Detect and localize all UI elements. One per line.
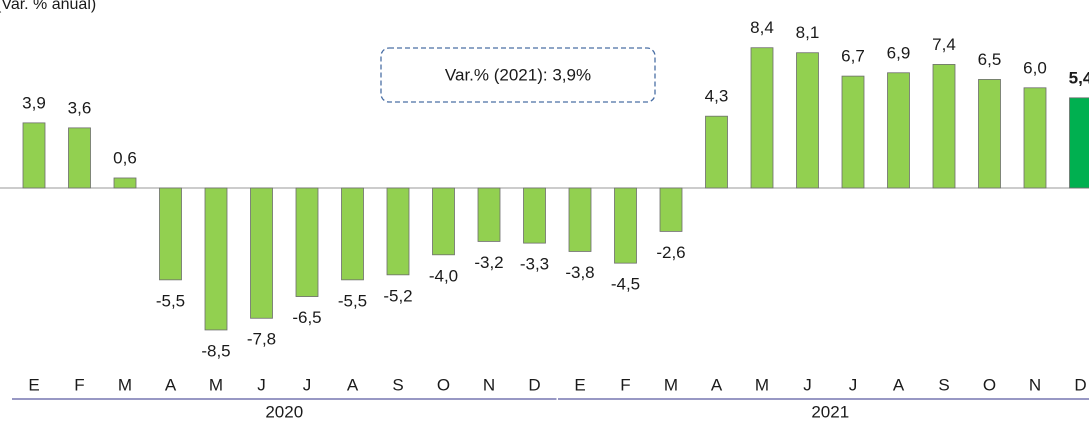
x-tick-label: M	[664, 375, 678, 394]
x-tick-label: A	[711, 375, 723, 394]
value-label: -4,5	[611, 275, 640, 294]
bar	[659, 187, 683, 232]
bar	[932, 64, 956, 189]
bar	[614, 187, 637, 264]
bar	[1023, 87, 1047, 189]
x-tick-label: A	[893, 375, 905, 394]
value-label: -5,5	[338, 291, 367, 310]
bar	[750, 47, 774, 189]
bar	[341, 187, 364, 281]
bar	[22, 122, 46, 189]
bar	[204, 187, 228, 331]
x-tick-label: S	[392, 375, 403, 394]
annotation: Var.% (2021): 3,9%	[445, 65, 591, 84]
x-tick-label: M	[209, 375, 223, 394]
bar	[1069, 97, 1089, 189]
bar	[113, 177, 137, 189]
x-tick-label: M	[118, 375, 132, 394]
x-tick-label: A	[165, 375, 177, 394]
x-tick-label: E	[574, 375, 585, 394]
value-label: 8,4	[750, 18, 774, 37]
x-tick-label: J	[303, 375, 312, 394]
value-label: -7,8	[247, 330, 276, 349]
x-tick-label: O	[983, 375, 996, 394]
value-label: -4,0	[429, 266, 458, 285]
bar	[477, 187, 501, 242]
group-label: 2020	[265, 402, 303, 421]
bar	[887, 72, 910, 189]
value-label: -5,5	[156, 291, 185, 310]
x-tick-label: D	[528, 375, 540, 394]
x-tick-label: J	[849, 375, 858, 394]
value-label: 8,1	[796, 23, 820, 42]
bar	[159, 187, 182, 281]
x-tick-label: D	[1074, 375, 1086, 394]
x-tick-label: F	[74, 375, 84, 394]
x-tick-label: M	[755, 375, 769, 394]
bar	[796, 52, 819, 189]
value-label: 0,6	[113, 148, 137, 167]
value-label: -3,8	[565, 263, 594, 282]
bar	[295, 187, 319, 297]
x-tick-label: N	[483, 375, 495, 394]
bar	[523, 187, 546, 244]
value-label: 7,4	[932, 35, 956, 54]
bar	[386, 187, 410, 276]
x-tick-label: N	[1029, 375, 1041, 394]
value-label: -2,6	[656, 243, 685, 262]
value-label: 4,3	[705, 87, 729, 106]
value-label: -5,2	[383, 286, 412, 305]
value-label: 5,4	[1069, 68, 1089, 87]
value-label: -3,3	[520, 255, 549, 274]
x-tick-label: J	[803, 375, 812, 394]
value-label: 3,6	[68, 98, 92, 117]
bar	[250, 187, 273, 319]
bar	[68, 127, 91, 189]
x-tick-label: O	[437, 375, 450, 394]
value-label: 3,9	[22, 93, 46, 112]
chart-title: (Var. % anual)	[0, 0, 96, 13]
group-label: 2021	[811, 402, 849, 421]
value-label: -6,5	[292, 308, 321, 327]
value-label: 6,9	[887, 43, 911, 62]
bar	[705, 115, 728, 189]
bar	[568, 187, 592, 252]
value-label: -3,2	[474, 253, 503, 272]
x-tick-label: S	[938, 375, 949, 394]
value-label: -8,5	[201, 341, 230, 360]
x-tick-label: A	[347, 375, 359, 394]
x-tick-label: E	[28, 375, 39, 394]
value-label: 6,0	[1023, 58, 1047, 77]
bar	[978, 79, 1001, 189]
annotation-box	[380, 47, 656, 103]
value-label: 6,5	[978, 50, 1002, 69]
bar	[432, 187, 455, 256]
bar	[841, 75, 865, 189]
value-label: 6,7	[841, 47, 865, 66]
x-tick-label: J	[257, 375, 266, 394]
x-tick-label: F	[620, 375, 630, 394]
